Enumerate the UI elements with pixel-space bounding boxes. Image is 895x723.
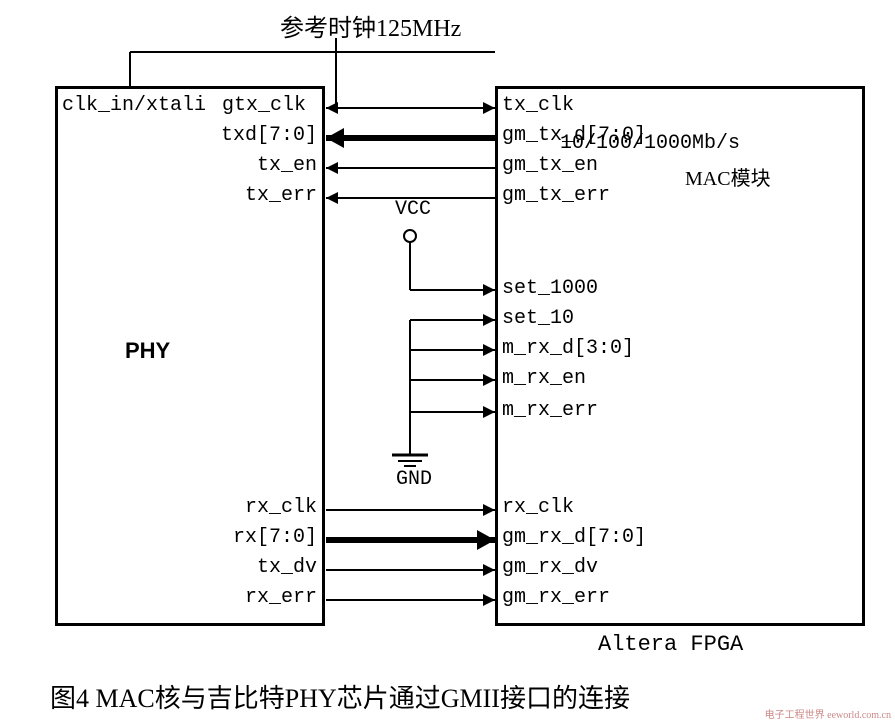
diagram-container: 参考时钟125MHz xyxy=(0,0,895,650)
phy-title: PHY xyxy=(125,338,170,364)
pin-tx-clk: tx_clk xyxy=(502,94,574,117)
pin-rx-err: rx_err xyxy=(245,586,317,609)
pin-gm-tx-err: gm_tx_err xyxy=(502,184,610,207)
pin-gm-tx-d: gm_tx_d[7:0] xyxy=(502,124,646,147)
pin-set-10: set_10 xyxy=(502,307,574,330)
pin-m-rx-en: m_rx_en xyxy=(502,367,586,390)
pin-clk-in-text: clk_in/xtali xyxy=(62,94,206,117)
pin-m-rx-err: m_rx_err xyxy=(502,399,598,422)
vcc-label: VCC xyxy=(395,198,431,221)
fpga-mac-sub: MAC模块 xyxy=(685,162,771,191)
pin-set-1000: set_1000 xyxy=(502,277,598,300)
figure-caption: 图4 MAC核与吉比特PHY芯片通过GMII接口的连接 xyxy=(50,678,630,715)
pin-tx-dv: tx_dv xyxy=(257,556,317,579)
pin-tx-err: tx_err xyxy=(245,184,317,207)
pin-gm-tx-en: gm_tx_en xyxy=(502,154,598,177)
pin-gm-rx-err: gm_rx_err xyxy=(502,586,610,609)
pin-rx-clk: rx_clk xyxy=(245,496,317,519)
watermark: 电子工程世界 eeworld.com.cn xyxy=(765,706,891,721)
pin-clk-in: clk_in/xtali gtx_clk xyxy=(62,94,306,117)
pin-txd: txd[7:0] xyxy=(221,124,317,147)
gnd-label: GND xyxy=(396,468,432,491)
pin-gm-rx-dv: gm_rx_dv xyxy=(502,556,598,579)
pin-gtx-clk-text: gtx_clk xyxy=(222,94,306,117)
pin-tx-en: tx_en xyxy=(257,154,317,177)
fpga-title: Altera FPGA xyxy=(598,632,743,657)
pin-gm-rx-d: gm_rx_d[7:0] xyxy=(502,526,646,549)
pin-fpga-rx-clk: rx_clk xyxy=(502,496,574,519)
pin-rx: rx[7:0] xyxy=(233,526,317,549)
pin-m-rx-d: m_rx_d[3:0] xyxy=(502,337,634,360)
